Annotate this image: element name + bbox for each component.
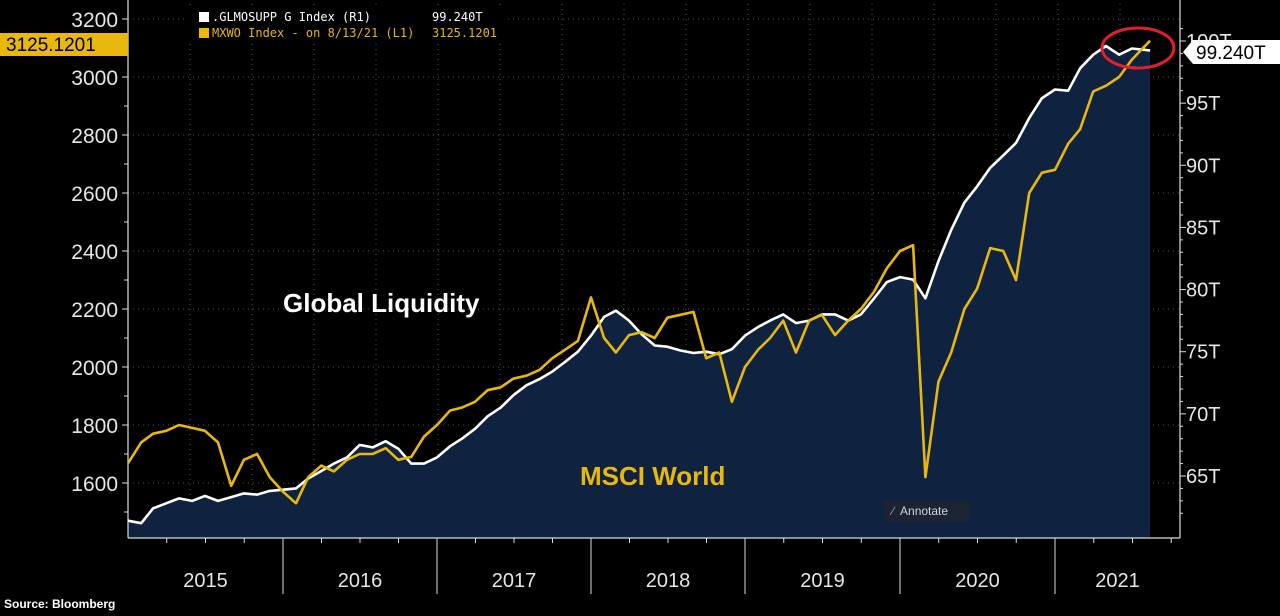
series-line-global-liquidity [127,44,1151,525]
y-right-tick-label: 80T [1186,280,1220,302]
x-tick-label: 2017 [492,570,537,592]
source-label: Source: Bloomberg [4,597,116,611]
y-left-tick-label: 1800 [71,415,118,438]
y-right-tick-label: 65T [1186,466,1220,488]
y-right-tick-label: 85T [1186,217,1220,239]
y-left-tick-label: 3200 [71,9,118,32]
x-tick-label: 2018 [646,570,691,592]
y-right-tick-label: 70T [1186,404,1220,426]
y-right-tick-label: 95T [1186,93,1220,115]
x-tick-label: 2016 [338,570,383,592]
series-line-msci-world [126,39,1152,505]
y-right-tick-label: 90T [1186,155,1220,177]
y-left-tick-label: 3000 [71,67,118,90]
tick-labels: 1600 1800 2000 2200 2400 2600 2800 3000 3200 65T 7… [71,9,1231,592]
highlight-circle [1100,26,1176,70]
x-tick-label: 2015 [183,570,228,592]
x-tick-label: 2021 [1095,570,1140,592]
y-right-tick-label: 75T [1186,342,1220,364]
x-tick-label: 2020 [955,570,1000,592]
y-left-tick-label: 1600 [71,473,118,496]
pencil-icon: ∕ [892,504,895,518]
legend-swatch-global-liquidity [199,12,209,22]
x-tick-label: 2019 [800,570,845,592]
last-value-label-global-liquidity: 99.240T [1196,43,1266,64]
y-left-tick-label: 2600 [71,183,118,206]
last-value-tag-msci-world-box [0,33,128,56]
legend-value-msci-world: 3125.1201 [432,26,497,40]
y-left-tick-label: 2200 [71,299,118,322]
last-value-tag-msci-world: 3125.1201 [0,33,128,56]
y-left-tick-label: 2000 [71,357,118,380]
annotate-button[interactable]: ∕ Annotate [884,501,970,522]
legend-value-global-liquidity: 99.240T [432,10,483,24]
legend-label-global-liquidity: .GLMOSUPP G Index (R1) [212,10,371,24]
plot-area-fill [128,46,1151,538]
legend-label-msci-world: MXWO Index - on 8/13/21 (L1) [212,26,414,40]
axes [122,0,1186,594]
y-left-tick-label: 2800 [71,125,118,148]
annotate-label: Annotate [900,504,949,518]
annotation-msci-world: MSCI World [580,461,725,491]
last-value-tag-global-liquidity-box [1183,40,1280,64]
last-value-label-msci-world: 3125.1201 [6,35,96,56]
annotation-global-liquidity: Global Liquidity [283,288,480,318]
y-left-tick-label: 2400 [71,241,118,264]
legend-swatch-msci-world [199,28,209,38]
last-value-tag-global-liquidity: 99.240T [1183,40,1280,64]
legend-box [188,7,506,42]
legend: .GLMOSUPP G Index (R1) 99.240T MXWO Inde… [188,7,506,42]
